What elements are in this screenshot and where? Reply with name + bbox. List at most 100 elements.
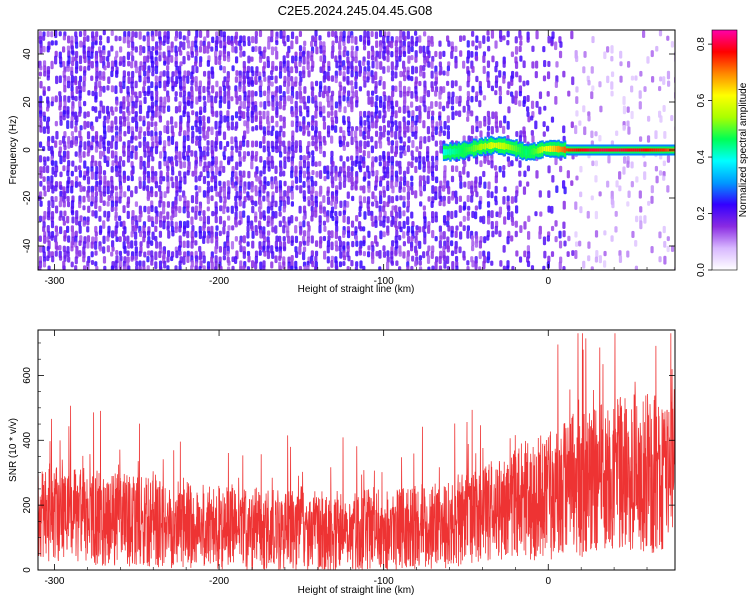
spectrogram-cell [151, 71, 155, 77]
spectrogram-cell [195, 135, 199, 141]
x-tick-label: -200 [209, 576, 229, 587]
spectrogram-cell [535, 170, 539, 179]
spectrogram-cell [514, 220, 518, 228]
spectrogram-cell [182, 90, 187, 97]
spectrogram-cell [326, 196, 331, 205]
spectrogram-cell [95, 66, 99, 73]
spectrogram-cell [286, 60, 290, 68]
spectrogram-cell [363, 45, 367, 51]
spectrogram-cell [303, 86, 307, 94]
spectrogram-cell [199, 56, 203, 63]
spectrogram-cell [482, 65, 486, 75]
spectrogram-cell [410, 235, 414, 242]
spectrogram-cell [102, 146, 107, 152]
spectrogram-cell [275, 235, 279, 242]
spectrogram-cell [350, 105, 354, 113]
spectrogram-cell [510, 216, 514, 223]
spectrogram-cell [178, 31, 182, 40]
spectrogram-cell [334, 210, 338, 217]
spectrogram-cell [230, 240, 235, 250]
spectrogram-cell [62, 216, 66, 222]
spectrogram-cell [466, 195, 470, 203]
spectrogram-cell [166, 65, 170, 71]
spectrogram-cell [427, 196, 431, 202]
spectrogram-cell [86, 35, 90, 42]
spectrogram-cell [98, 40, 103, 46]
spectrogram-cell [186, 205, 190, 213]
spectrogram-cell [142, 175, 147, 181]
spectrogram-cell [306, 265, 310, 270]
spectrogram-cell [102, 50, 106, 56]
spectrogram-cell [39, 80, 43, 89]
spectrogram-cell [675, 241, 678, 246]
spectrogram-cell [411, 131, 415, 137]
spectrogram-cell [371, 201, 375, 207]
spectrogram-cell [114, 165, 118, 172]
spectrogram-cell [511, 220, 515, 226]
spectrogram-cell [250, 115, 254, 124]
spectrogram-cell [306, 221, 310, 227]
spectrogram-cell [246, 241, 250, 247]
spectrogram-cell [574, 250, 578, 259]
spectrogram-cell [350, 220, 355, 228]
spectrogram-cell [71, 231, 75, 238]
signal-core [513, 145, 516, 152]
spectrogram-cell [82, 75, 87, 82]
spectrogram-cell [318, 101, 322, 109]
spectrogram-cell [339, 251, 343, 259]
spectrogram-cell [251, 200, 255, 206]
spectrogram-cell [391, 205, 395, 211]
spectrogram-cell [443, 165, 447, 173]
spectrogram-cell [142, 120, 146, 127]
spectrogram-cell [414, 250, 419, 257]
spectrogram-cell [138, 66, 142, 72]
signal-core [589, 148, 592, 152]
signal-core [533, 148, 536, 155]
spectrogram-cell [198, 120, 202, 127]
spectrogram-cell [146, 195, 150, 202]
spectrogram-cell [206, 116, 211, 124]
spectrogram-cell [386, 160, 390, 167]
spectrogram-cell [438, 70, 442, 76]
spectrogram-cell [579, 165, 583, 173]
spectrogram-cell [382, 115, 386, 124]
spectrogram-cell [395, 175, 399, 183]
spectrogram-cell [542, 236, 547, 246]
spectrogram-cell [482, 215, 486, 225]
spectrogram-cell [271, 251, 275, 260]
spectrogram-cell [71, 216, 75, 224]
spectrogram-cell [222, 85, 227, 92]
spectrogram-cell [187, 40, 191, 49]
spectrogram-cell [314, 36, 318, 43]
spectrogram-cell [227, 125, 231, 131]
spectrogram-cell [358, 206, 362, 212]
spectrogram-cell [494, 165, 498, 171]
spectrogram-cell [526, 95, 530, 102]
spectrogram-cell [506, 90, 510, 96]
spectrogram-cell [371, 156, 375, 163]
spectrogram-cell [647, 115, 651, 122]
spectrogram-cell [606, 180, 610, 188]
spectrogram-cell [534, 120, 538, 130]
spectrogram-cell [66, 225, 70, 234]
spectrogram-cell [522, 80, 526, 87]
spectrogram-cell [83, 160, 87, 169]
spectrogram-cell [110, 126, 114, 133]
spectrogram-cell [106, 201, 110, 207]
spectrogram-cell [95, 60, 99, 68]
spectrogram-cell [423, 236, 427, 245]
spectrogram-cell [214, 45, 218, 52]
spectrogram-cell [498, 165, 502, 173]
spectrogram-cell [479, 90, 483, 96]
spectrogram-cell [494, 195, 498, 202]
spectrogram-cell [170, 256, 174, 262]
spectrogram-cell [42, 60, 47, 67]
spectrogram-cell [414, 41, 418, 47]
spectrogram-cell [107, 50, 111, 57]
spectrogram-cell [406, 145, 411, 153]
signal-core [622, 148, 625, 152]
spectrogram-cell [86, 265, 90, 270]
spectrogram-cell [619, 75, 623, 83]
spectrogram-cell [59, 120, 63, 126]
spectrogram-cell [122, 101, 126, 110]
